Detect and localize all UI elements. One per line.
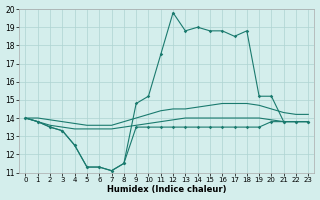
X-axis label: Humidex (Indice chaleur): Humidex (Indice chaleur) xyxy=(107,185,227,194)
